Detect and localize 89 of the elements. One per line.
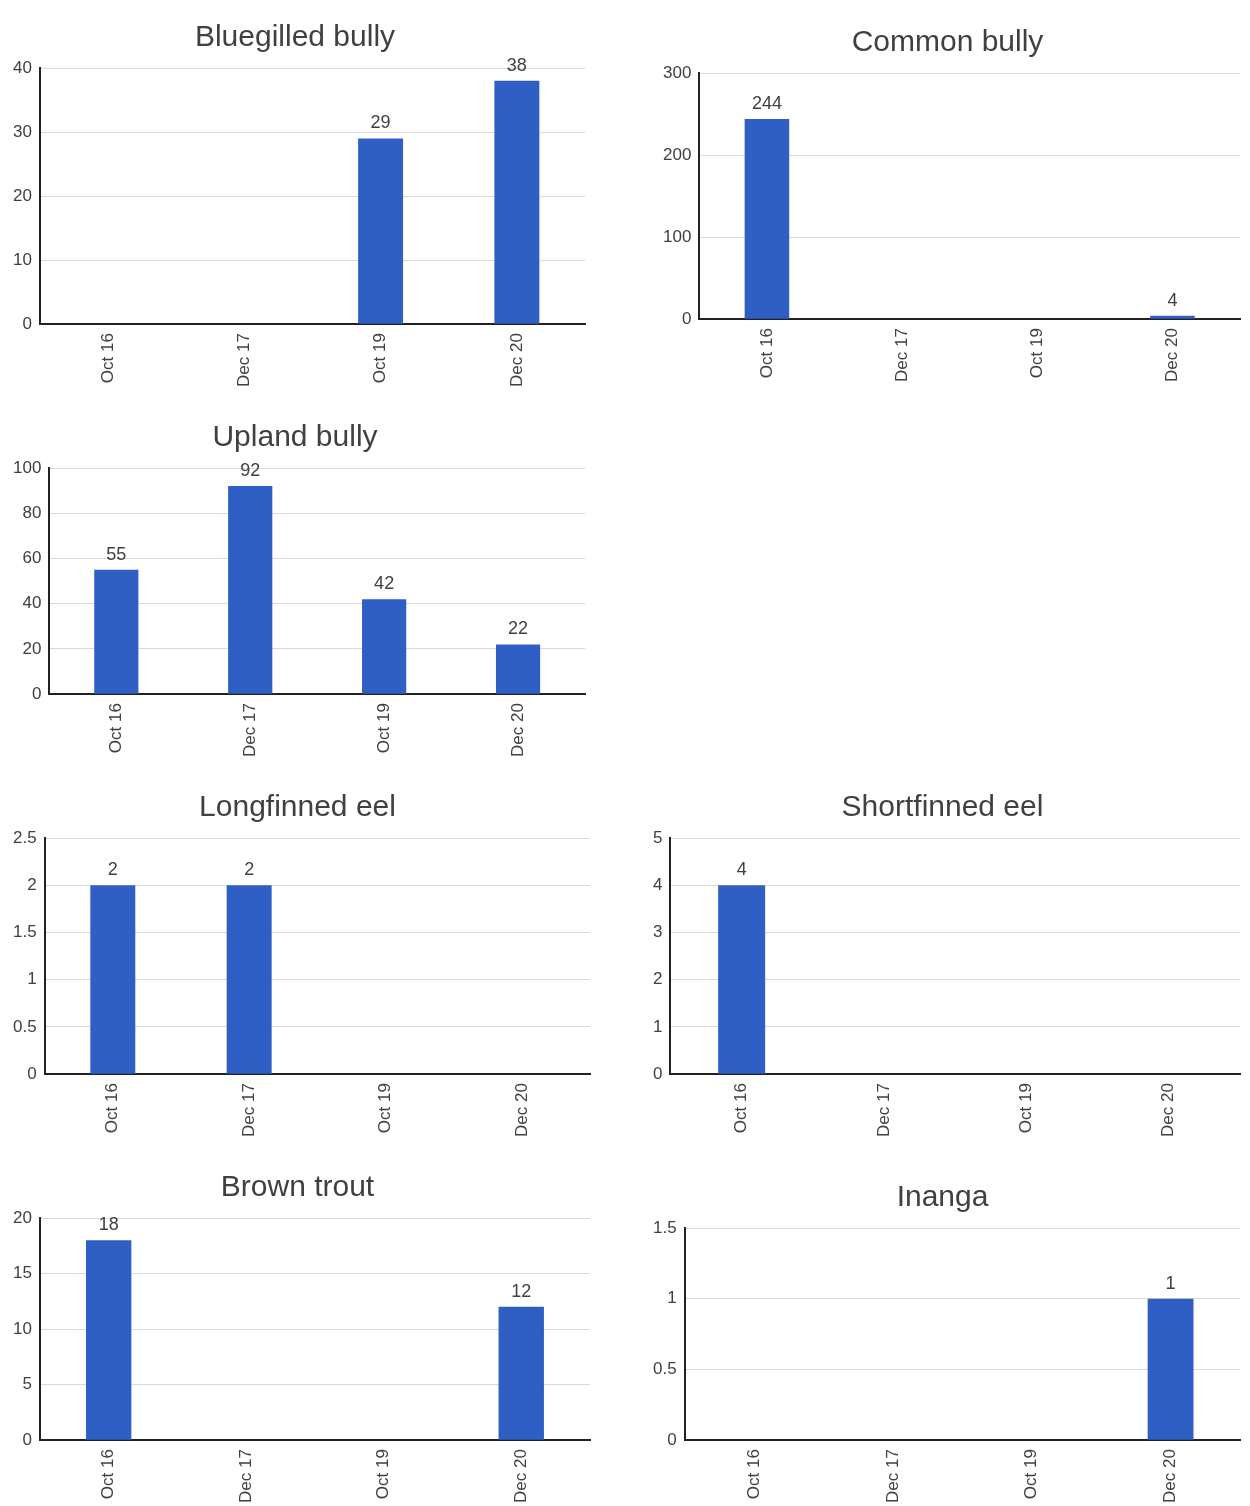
y-tick-label: 2 [27,874,37,894]
data-label: 18 [98,1214,119,1235]
y-tick-label: 1.5 [652,1217,677,1237]
y-tick-label: 20 [22,638,42,658]
data-label: 2 [244,859,255,880]
data-label: 55 [106,543,127,564]
y-tick-label: 200 [662,144,692,164]
x-tick-label: Dec 20 [511,1083,531,1138]
x-tick-label: Dec 17 [234,333,254,388]
y-tick-label: 1.5 [12,922,37,942]
x-tick-label: Oct 16 [97,333,117,384]
data-label: 4 [1167,289,1178,310]
y-tick-label: 1 [667,1288,677,1308]
y-tick-label: 30 [12,121,32,141]
data-label: 22 [508,618,529,639]
x-tick-label: Dec 17 [873,1083,893,1138]
chart-title: Inanga [896,1179,989,1213]
chart-title: Longfinned eel [199,789,396,823]
y-tick-label: 0 [681,308,692,328]
bar [228,486,273,694]
x-tick-label: Oct 16 [743,1449,763,1500]
y-tick-label: 80 [22,502,42,522]
data-label: 38 [506,54,527,75]
data-label: 29 [370,112,391,133]
data-label: 1 [1165,1272,1176,1293]
data-label: 4 [736,859,747,880]
y-tick-label: 10 [12,249,32,269]
x-tick-label: Dec 20 [506,333,526,388]
x-tick-label: Dec 20 [1158,1083,1178,1138]
y-tick-label: 20 [12,185,32,205]
y-tick-label: 4 [652,874,663,894]
x-tick-label: Dec 17 [891,328,911,383]
x-tick-label: Dec 20 [507,703,527,758]
x-tick-label: Oct 19 [1026,328,1046,379]
x-tick-label: Oct 19 [370,333,390,384]
y-tick-label: 20 [12,1207,32,1227]
y-tick-label: 1 [27,969,37,989]
y-tick-label: 100 [662,226,692,246]
data-label: 12 [511,1280,532,1301]
data-label: 42 [374,573,395,594]
y-tick-label: 2.5 [12,827,37,847]
x-tick-label: Oct 19 [1016,1083,1036,1134]
bar [94,569,139,694]
x-tick-label: Dec 20 [1160,1449,1180,1504]
chart-title: Common bully [851,24,1044,58]
x-tick-label: Oct 19 [375,1083,395,1134]
y-tick-label: 40 [22,593,42,613]
y-tick-label: 300 [662,62,692,82]
y-tick-label: 0 [27,1063,37,1083]
x-tick-label: Oct 16 [756,328,776,379]
x-tick-label: Oct 16 [98,1449,118,1500]
y-tick-label: 5 [652,827,663,847]
bar [362,599,407,694]
y-tick-label: 5 [22,1374,32,1394]
y-tick-label: 3 [652,922,663,942]
y-tick-label: 100 [12,457,42,477]
y-tick-label: 0.5 [652,1359,677,1379]
x-tick-label: Dec 17 [235,1449,255,1504]
x-tick-label: Dec 20 [510,1449,530,1504]
x-tick-label: Oct 19 [373,703,393,754]
chart-title: Upland bully [212,419,378,453]
x-tick-label: Oct 19 [373,1449,393,1500]
y-tick-label: 0 [652,1063,663,1083]
y-tick-label: 0 [22,313,32,333]
x-tick-label: Oct 19 [1021,1449,1041,1500]
x-tick-label: Dec 20 [1162,328,1182,383]
y-tick-label: 2 [652,969,663,989]
data-label: 244 [751,92,782,113]
y-tick-label: 40 [12,57,32,77]
x-tick-label: Dec 17 [239,703,259,758]
x-tick-label: Oct 16 [102,1083,122,1134]
y-tick-label: 60 [22,548,42,568]
data-label: 2 [107,859,118,880]
x-tick-label: Oct 16 [106,703,126,754]
y-tick-label: 0 [667,1429,677,1449]
chart-title: Bluegilled bully [194,19,396,53]
y-tick-label: 1 [652,1016,663,1036]
y-tick-label: 0.5 [12,1016,37,1036]
x-tick-label: Oct 16 [731,1083,751,1134]
bar [495,644,541,694]
y-tick-label: 10 [12,1318,32,1338]
x-tick-label: Dec 17 [238,1083,258,1138]
x-tick-label: Dec 17 [882,1449,902,1504]
data-label: 92 [240,460,261,481]
chart-title: Shortfinned eel [841,789,1044,823]
y-tick-label: 0 [31,683,42,703]
chart-title: Brown trout [220,1169,375,1203]
y-tick-label: 15 [12,1263,32,1283]
y-tick-label: 0 [22,1429,32,1449]
